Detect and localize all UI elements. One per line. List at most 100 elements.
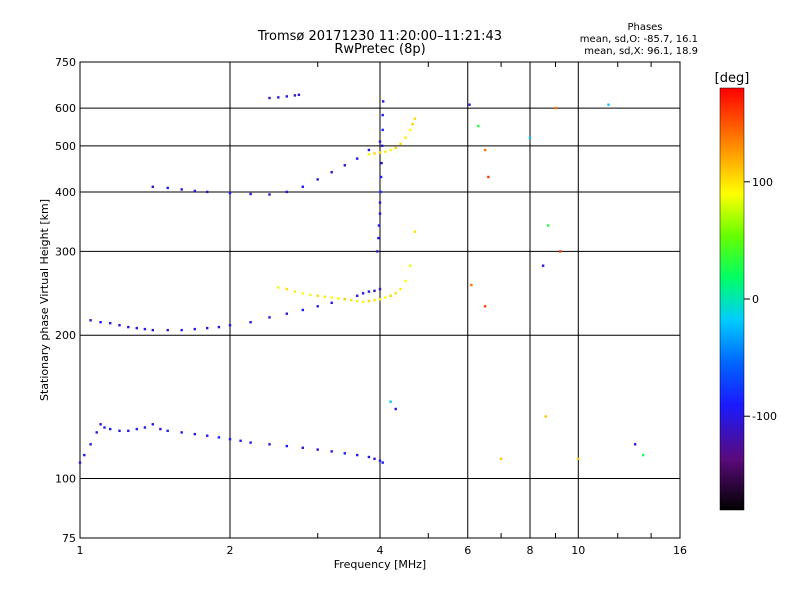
data-point: [470, 283, 473, 287]
data-point: [367, 299, 371, 303]
data-point: [301, 308, 304, 312]
phase-info-line-o: mean, sd,O: -85.7, 16.1: [580, 34, 698, 45]
colorbar-ticks: -100 0 100: [744, 176, 777, 423]
data-point: [316, 294, 319, 297]
data-point: [301, 446, 304, 449]
phase-info-title: Phases: [627, 22, 662, 33]
data-point: [159, 427, 162, 431]
chart-title: Tromsø 20171230 11:20:00–11:21:43: [257, 29, 502, 44]
data-point: [301, 185, 304, 188]
y-tick-label: 750: [55, 56, 76, 69]
colorbar: [719, 87, 745, 511]
data-point: [413, 230, 417, 233]
data-point: [151, 423, 154, 426]
data-point: [343, 298, 346, 301]
data-point: [367, 153, 371, 156]
y-tick-label: 500: [55, 140, 76, 153]
data-point: [373, 298, 376, 302]
data-point: [379, 175, 383, 179]
data-point: [166, 186, 169, 190]
data-point: [83, 453, 86, 457]
data-point: [217, 436, 221, 439]
data-point: [559, 250, 562, 253]
data-point: [228, 191, 232, 195]
data-point: [166, 429, 169, 432]
data-point: [373, 457, 376, 460]
data-point: [268, 443, 271, 446]
data-point: [109, 427, 112, 431]
data-point: [118, 324, 121, 327]
data-point: [384, 150, 387, 153]
colorbar-tick-label: 0: [752, 293, 759, 306]
data-point: [389, 148, 392, 152]
data-point: [376, 250, 379, 253]
data-point: [477, 124, 480, 128]
data-point: [330, 450, 333, 453]
data-point: [337, 297, 340, 300]
x-tick-label: 4: [377, 544, 384, 557]
data-point: [541, 264, 545, 267]
data-point: [378, 201, 382, 204]
x-tick-label: 2: [227, 544, 234, 557]
data-point: [135, 326, 138, 330]
data-point: [127, 429, 130, 432]
data-point: [316, 178, 319, 181]
data-point: [228, 437, 232, 441]
data-point: [249, 192, 252, 196]
data-point: [180, 188, 183, 191]
data-point: [285, 444, 288, 448]
data-point: [381, 144, 384, 147]
y-tick-label: 200: [55, 329, 76, 342]
data-point: [193, 327, 196, 331]
x-tick-label: 8: [527, 544, 534, 557]
y-tick-label: 400: [55, 186, 76, 199]
data-point: [293, 94, 297, 97]
data-point: [528, 136, 532, 139]
data-point: [99, 321, 102, 324]
colorbar-tick-label: 100: [752, 176, 773, 189]
data-point: [356, 453, 359, 457]
y-tick-label: 75: [62, 532, 76, 545]
data-point: [411, 123, 414, 126]
data-point: [382, 100, 385, 103]
x-tick-label: 10: [571, 544, 585, 557]
data-point: [378, 151, 382, 154]
data-point: [166, 328, 169, 332]
data-point: [468, 103, 471, 106]
data-point: [356, 157, 359, 160]
data-point: [330, 301, 333, 304]
data-point: [361, 300, 365, 304]
data-point: [151, 185, 154, 188]
data-point: [293, 290, 297, 293]
grid-lines: [80, 62, 680, 538]
data-point: [399, 142, 402, 145]
data-point: [330, 296, 333, 299]
data-point: [381, 113, 384, 117]
data-point: [394, 146, 397, 150]
data-point: [399, 287, 402, 291]
data-point: [380, 161, 383, 165]
data-point: [378, 287, 382, 291]
x-axis-label: Frequency [MHz]: [334, 558, 426, 571]
data-point: [367, 455, 371, 459]
data-point: [379, 190, 382, 194]
data-point: [378, 459, 382, 462]
data-point: [316, 305, 319, 308]
data-point: [554, 106, 557, 110]
data-point: [607, 103, 610, 106]
data-point: [285, 312, 288, 315]
data-point: [217, 325, 221, 329]
data-point: [297, 93, 301, 96]
data-point: [394, 292, 397, 295]
data-point: [206, 434, 209, 437]
data-point: [389, 294, 392, 297]
data-points: [78, 93, 645, 464]
data-point: [151, 328, 154, 332]
data-point: [206, 326, 209, 330]
data-point: [544, 415, 547, 418]
data-point: [367, 290, 371, 293]
colorbar-label: [deg]: [715, 71, 750, 86]
data-point: [642, 453, 645, 457]
data-point: [373, 152, 376, 155]
